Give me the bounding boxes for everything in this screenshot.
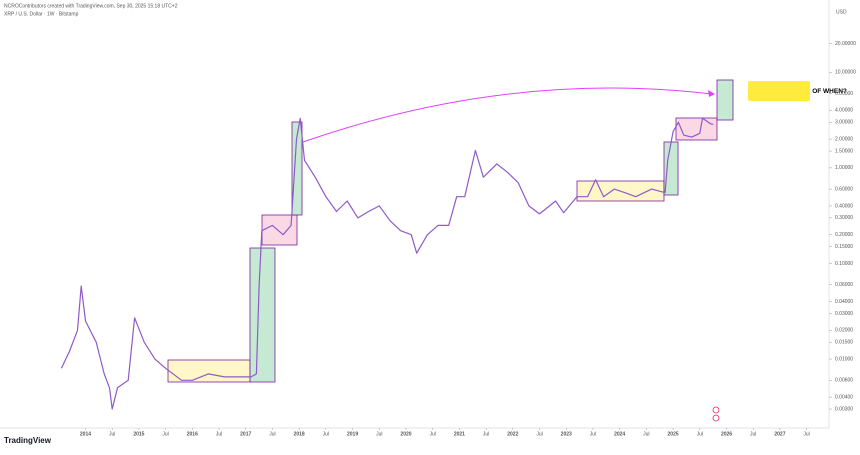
x-tick-label: Jul [803, 431, 809, 437]
y-tick-label: 10.00000 [835, 70, 856, 76]
y-tick-label: 0.04000 [835, 299, 853, 305]
x-tick-label: 2020 [400, 431, 411, 437]
event-icon [712, 414, 720, 422]
y-tick-label: 0.30000 [835, 215, 853, 221]
breakout-box [249, 247, 276, 383]
price-line [60, 117, 714, 410]
logo: TradingView [4, 436, 52, 445]
x-tick-label: Jul [750, 431, 756, 437]
y-tick-label: 20.00000 [835, 41, 856, 47]
x-tick-label: 2015 [133, 431, 144, 437]
y-tick-label: 0.60000 [835, 186, 853, 192]
x-tick-label: 2027 [774, 431, 785, 437]
x-tick-label: Jul [590, 431, 596, 437]
x-tick-label: 2024 [614, 431, 625, 437]
x-tick-label: 2017 [240, 431, 251, 437]
x-tick-label: Jul [323, 431, 329, 437]
x-tick-label: 2021 [454, 431, 465, 437]
y-tick-label: 0.00600 [835, 378, 853, 384]
y-tick-label: 0.01000 [835, 356, 853, 362]
arrow-head [708, 90, 715, 97]
x-tick-label: 2026 [721, 431, 732, 437]
x-tick-label: Jul [536, 431, 542, 437]
y-tick-label: 0.02000 [835, 328, 853, 334]
y-tick-label: 0.15000 [835, 244, 853, 250]
y-axis-label: USD [836, 9, 847, 15]
x-tick-label: 2022 [507, 431, 518, 437]
x-tick-label: Jul [483, 431, 489, 437]
y-tick-label: 6.00000 [835, 91, 853, 97]
x-tick-label: Jul [643, 431, 649, 437]
arc-arrow [302, 87, 713, 143]
y-tick-label: 3.00000 [835, 120, 853, 126]
x-tick-label: Jul [216, 431, 222, 437]
x-tick-label: Jul [109, 431, 115, 437]
y-tick-label: 4.00000 [835, 108, 853, 114]
event-icon [712, 406, 720, 414]
range-box [675, 117, 718, 141]
y-tick-label: 0.20000 [835, 232, 853, 238]
x-tick-label: 2016 [187, 431, 198, 437]
x-tick-label: Jul [269, 431, 275, 437]
y-tick-label: 0.00400 [835, 394, 853, 400]
y-tick-label: 2.00000 [835, 136, 853, 142]
x-tick-label: Jul [429, 431, 435, 437]
y-tick-label: 0.00300 [835, 406, 853, 412]
x-tick-label: 2014 [80, 431, 91, 437]
x-tick-label: 2025 [668, 431, 679, 437]
y-tick-label: 1.00000 [835, 165, 853, 171]
x-tick-label: Jul [162, 431, 168, 437]
y-tick-label: 0.01500 [835, 340, 853, 346]
annotation-box [748, 81, 810, 101]
projection-box [716, 79, 734, 121]
symbol: XRP / U.S. Dollar · 1W · Bitstamp [4, 11, 79, 17]
y-tick-label: 0.06000 [835, 282, 853, 288]
y-tick-label: 0.40000 [835, 203, 853, 209]
y-tick-label: 0.10000 [835, 261, 853, 267]
x-tick-label: 2018 [294, 431, 305, 437]
x-tick-label: Jul [376, 431, 382, 437]
credit: NCROContributors created with TradingVie… [4, 3, 178, 9]
x-tick-label: 2023 [561, 431, 572, 437]
x-tick-label: Jul [697, 431, 703, 437]
y-tick-label: 1.50000 [835, 148, 853, 154]
x-tick-label: 2019 [347, 431, 358, 437]
y-tick-label: 0.03000 [835, 311, 853, 317]
breakout-box [291, 121, 303, 216]
